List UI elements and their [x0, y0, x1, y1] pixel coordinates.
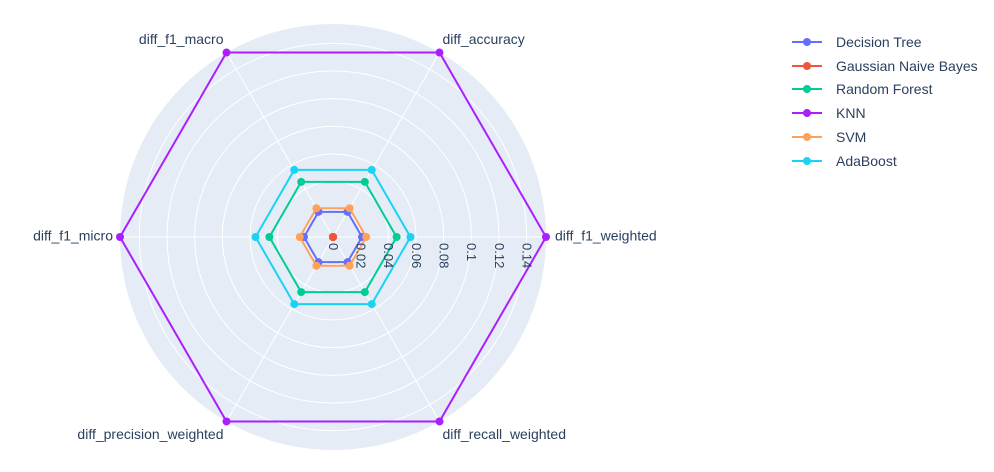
legend-label: AdaBoost	[836, 152, 897, 169]
legend-label: Decision Tree	[836, 33, 922, 50]
legend-swatch	[792, 156, 822, 165]
legend-swatch-marker	[803, 156, 811, 165]
data-point	[312, 204, 321, 213]
data-point	[222, 48, 231, 57]
radial-tick-label: 0	[326, 243, 341, 250]
series-svm	[295, 204, 371, 270]
legend-label: Random Forest	[836, 81, 933, 98]
data-point	[290, 300, 299, 309]
legend-label: SVM	[836, 129, 867, 146]
data-point	[251, 233, 260, 241]
radial-tick-label: 0.04	[381, 243, 396, 268]
data-point	[392, 233, 401, 241]
legend-label: KNN	[836, 105, 866, 122]
radial-ticks: 0 0.02 0.04 0.06 0.08 0.1 0.12 0.14	[326, 243, 535, 268]
legend-swatch-marker	[803, 61, 811, 70]
angular-axis-labels: diff_f1_weighted diff_accuracy diff_f1_mac…	[33, 31, 657, 442]
data-point	[222, 417, 231, 426]
data-point	[290, 165, 299, 174]
legend-swatch	[792, 37, 822, 46]
radial-tick-label: 0.12	[492, 243, 507, 268]
legend-swatch-marker	[803, 133, 811, 142]
series-gaussian-naive-bayes	[329, 233, 337, 241]
legend-item[interactable]: Random Forest	[790, 78, 978, 102]
data-point	[435, 48, 444, 57]
data-point	[435, 417, 444, 426]
radial-tick-label: 0.02	[354, 243, 369, 268]
data-point	[360, 177, 369, 186]
axis-label-diff-f1-macro: diff_f1_macro	[139, 31, 224, 47]
legend-item[interactable]: SVM	[790, 125, 978, 149]
axis-label-diff-precision-weighted: diff_precision_weighted	[77, 426, 223, 442]
radial-tick-label: 0.14	[520, 243, 535, 268]
data-point	[116, 233, 124, 241]
data-point	[295, 233, 304, 241]
legend-swatch	[792, 133, 822, 142]
axis-label-diff-f1-weighted: diff_f1_weighted	[555, 228, 657, 244]
axis-label-diff-accuracy: diff_accuracy	[443, 31, 525, 47]
data-point	[367, 165, 376, 174]
series-random-forest	[265, 177, 401, 297]
data-point	[362, 233, 371, 241]
data-point	[297, 177, 306, 186]
radial-tick-label: 0.06	[409, 243, 424, 268]
data-point	[329, 233, 337, 241]
data-point	[542, 233, 550, 241]
radial-tick-label: 0.1	[464, 243, 479, 261]
data-point	[345, 204, 354, 213]
series-adaboost	[251, 165, 415, 309]
data-point	[297, 288, 306, 297]
legend-item[interactable]: KNN	[790, 101, 978, 125]
data-point	[345, 261, 354, 270]
legend-label: Gaussian Naive Bayes	[836, 57, 978, 74]
legend-item[interactable]: Decision Tree	[790, 30, 978, 54]
data-point	[406, 233, 415, 241]
legend: Decision Tree Gaussian Naive Bayes Random …	[790, 30, 978, 173]
axis-label-diff-f1-micro: diff_f1_micro	[33, 228, 113, 244]
series-knn	[116, 48, 550, 426]
data-point	[312, 261, 321, 270]
radial-tick-label: 0.08	[437, 243, 452, 268]
legend-swatch-marker	[803, 85, 811, 94]
data-point	[367, 300, 376, 309]
data-point	[360, 288, 369, 297]
data-point	[265, 233, 274, 241]
axis-label-diff-recall-weighted: diff_recall_weighted	[443, 426, 567, 442]
legend-item[interactable]: Gaussian Naive Bayes	[790, 54, 978, 78]
legend-swatch	[792, 61, 822, 70]
legend-item[interactable]: AdaBoost	[790, 149, 978, 173]
legend-swatch-marker	[803, 37, 811, 46]
legend-swatch	[792, 109, 822, 118]
legend-swatch-marker	[803, 109, 811, 118]
series-layer	[116, 48, 550, 426]
legend-swatch	[792, 85, 822, 94]
